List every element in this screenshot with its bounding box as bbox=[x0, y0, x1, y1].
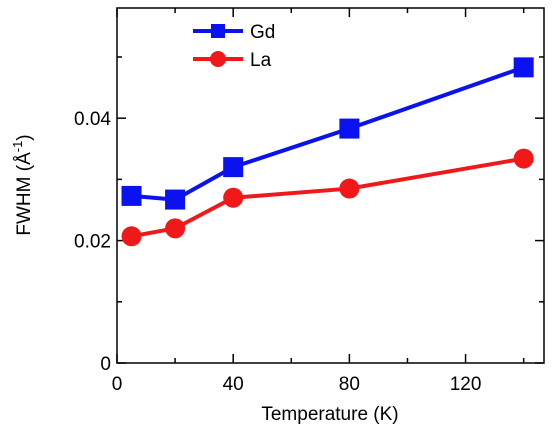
series-line bbox=[131, 65, 525, 202]
legend-entry-la: La bbox=[193, 50, 272, 71]
data-point bbox=[339, 178, 360, 199]
tick-labels: 0 40 80 120 0 0.02 0.04 bbox=[74, 109, 481, 395]
legend: Gd La bbox=[193, 22, 275, 71]
x-tick-label: 80 bbox=[339, 374, 360, 395]
data-point bbox=[339, 118, 360, 139]
x-tick-label: 40 bbox=[223, 374, 244, 395]
y-tick-label: 0.02 bbox=[74, 232, 111, 253]
data-point bbox=[121, 226, 142, 247]
series-layer bbox=[121, 57, 534, 247]
y-axis-title-suffix: ) bbox=[14, 134, 35, 140]
ticks bbox=[116, 8, 544, 364]
data-point bbox=[121, 185, 142, 206]
y-tick-label: 0.04 bbox=[74, 109, 111, 130]
plot-frame bbox=[116, 7, 545, 364]
data-point bbox=[513, 148, 534, 169]
legend-label: Gd bbox=[250, 22, 275, 43]
x-tick-label: 120 bbox=[450, 374, 482, 395]
data-point bbox=[165, 218, 186, 239]
series-line bbox=[131, 156, 525, 239]
x-tick-label: 0 bbox=[112, 374, 123, 395]
y-axis-title: FWHM (Å-1) bbox=[10, 134, 35, 235]
legend-marker bbox=[211, 24, 225, 38]
data-point bbox=[223, 157, 244, 178]
legend-marker bbox=[210, 51, 226, 67]
data-point bbox=[513, 57, 534, 78]
legend-label: La bbox=[250, 50, 272, 71]
x-axis-title: Temperature (K) bbox=[261, 404, 398, 425]
y-tick-label: 0 bbox=[100, 354, 111, 375]
data-point bbox=[165, 189, 186, 210]
y-axis-title-prefix: FWHM (Å bbox=[14, 152, 35, 236]
series-gd bbox=[121, 57, 534, 210]
y-axis-title-superscript: -1 bbox=[10, 141, 25, 153]
data-point bbox=[223, 187, 244, 208]
legend-entry-gd: Gd bbox=[193, 22, 275, 43]
series-la bbox=[121, 148, 534, 247]
